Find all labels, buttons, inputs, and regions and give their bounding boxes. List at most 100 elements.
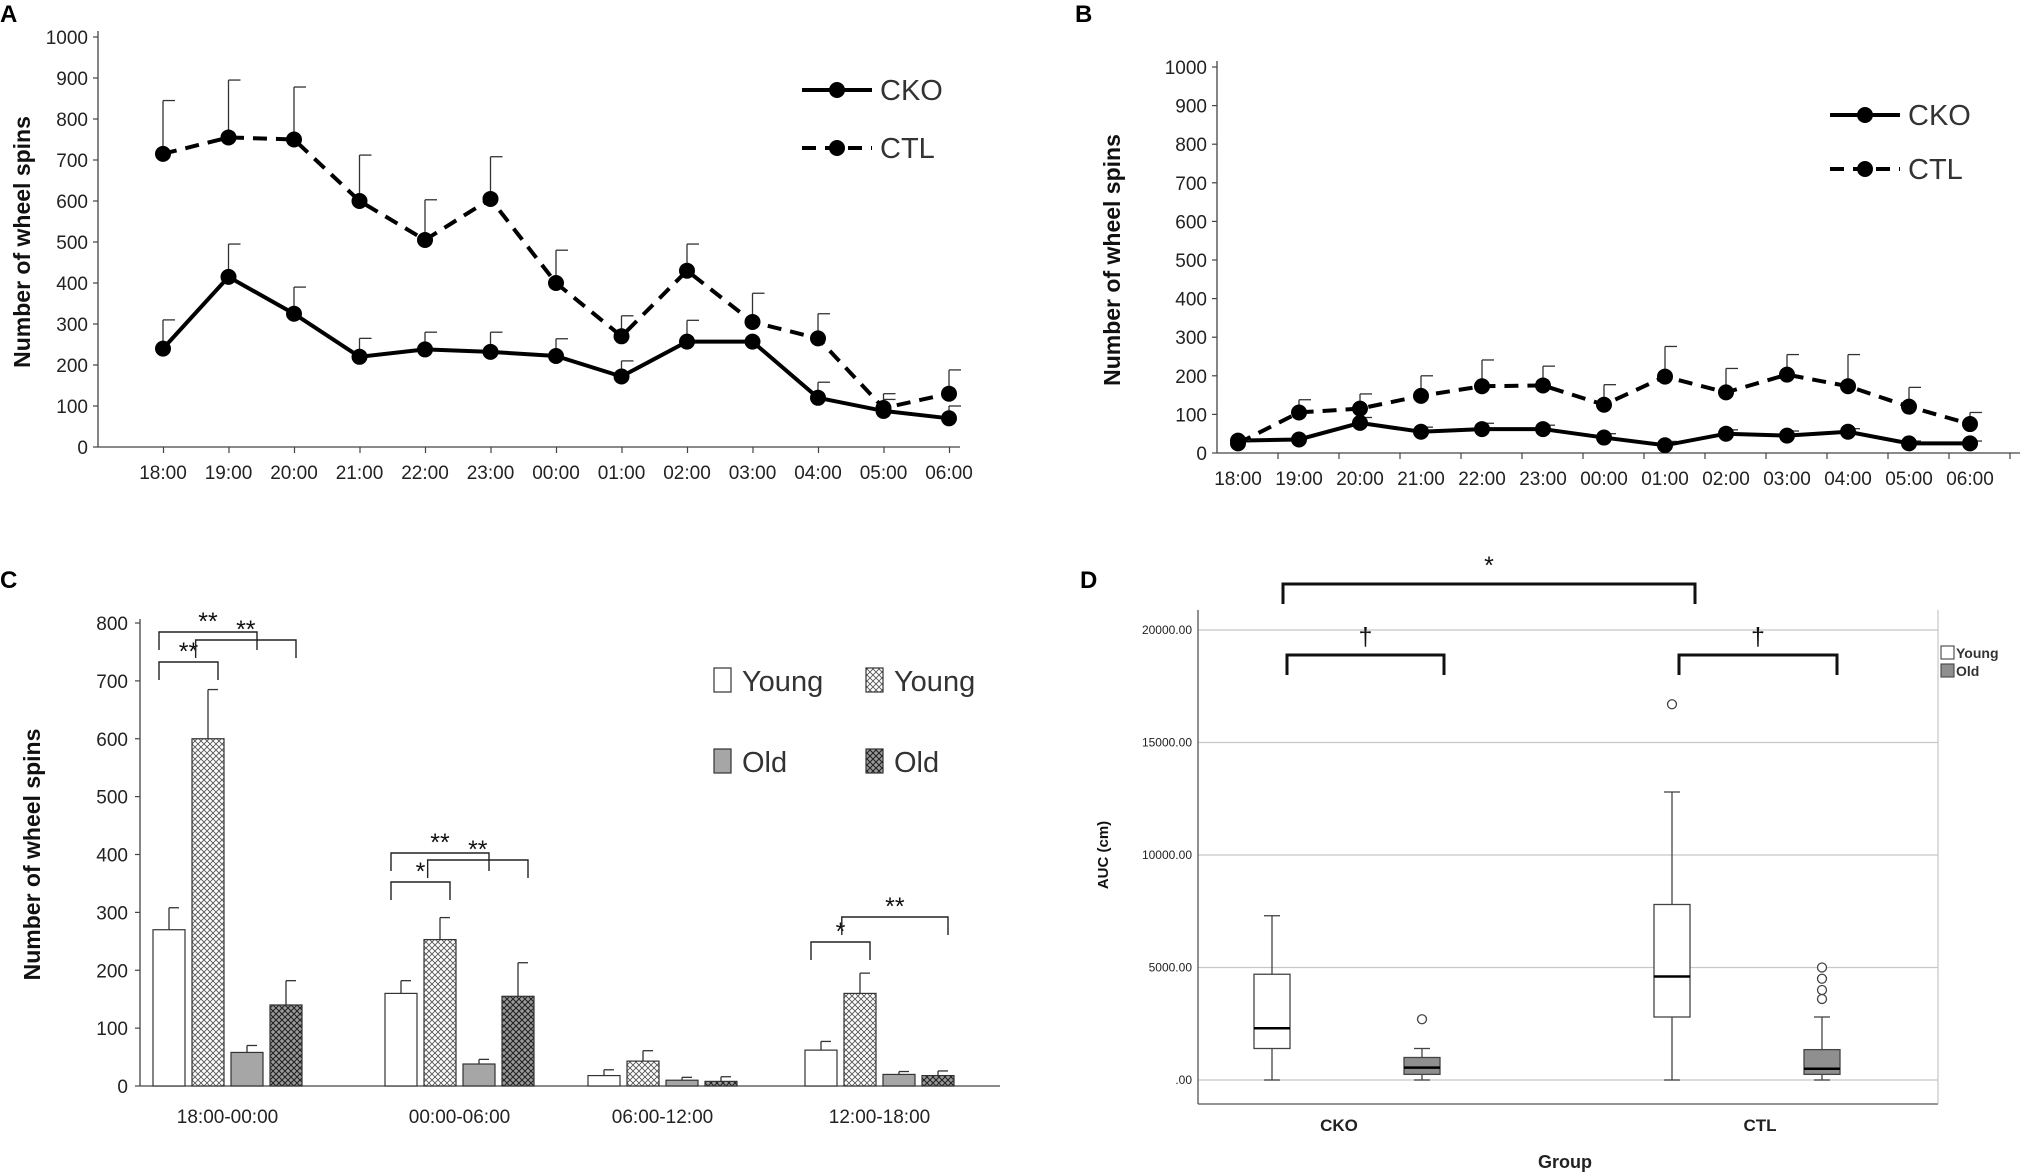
panel-a-y-tick-label: 500 [56, 233, 88, 254]
panel-a-series-cko-point [613, 368, 630, 385]
panel-a-x-tick-label: 05:00 [860, 463, 908, 484]
panel-letter-b: B [1075, 1, 1092, 28]
panel-d-legend-swatch-old [1940, 663, 1955, 678]
panel-c-significance-bracket [158, 631, 258, 650]
panel-b-legend-marker-cko [1857, 107, 1873, 123]
panel-b-x-tick-label: 23:00 [1519, 469, 1567, 490]
panel-a-x-tick-label: 20:00 [270, 463, 318, 484]
panel-a-legend-marker-cko [829, 82, 845, 98]
panel-a-series-ctl-point [417, 231, 433, 248]
panel-d-box-old [1403, 1056, 1441, 1076]
panel-c-bar-dark-crosshatch [921, 1074, 955, 1087]
panel-a-y-tick-label: 600 [56, 192, 88, 213]
panel-b-series-ctl-point [1840, 378, 1856, 395]
panel-a-series-ctl-point [875, 400, 892, 417]
panel-d-box-young [1253, 973, 1291, 1050]
panel-d-y-tick-label: 10000.00 [1142, 848, 1192, 862]
panel-a-x-tick-label: 19:00 [205, 463, 253, 484]
panel-a-x-tick-label: 06:00 [925, 463, 973, 484]
panel-a-series-cko-point [351, 348, 368, 365]
panel-b-line-chart: 0 100 200 300 400 500 600 700 800 900 1000 18:00 19:… [1099, 58, 2020, 490]
panel-b-y-tick-label: 1000 [1165, 58, 1207, 79]
panel-c-y-tick-label: 700 [96, 672, 128, 693]
panel-a-x-tick-label: 22:00 [401, 463, 449, 484]
panel-a-series-ctl-point [810, 330, 826, 347]
panel-a-x-tick-label: 03:00 [729, 463, 777, 484]
panel-d-x-tick-label: CTL [1743, 1116, 1776, 1135]
panel-b-series-cko-point [1474, 421, 1490, 438]
panel-a-series-cko-point [679, 333, 695, 350]
panel-c-x-tick-label: 00:00-06:00 [409, 1107, 510, 1128]
panel-b-series-ctl-point [1596, 396, 1612, 413]
panel-d-legend-swatch-young [1940, 645, 1955, 660]
panel-b-series-cko-point [1352, 414, 1368, 431]
panel-b-y-tick-label: 200 [1175, 367, 1207, 388]
panel-d-legend-label-young: Young [1956, 645, 1999, 661]
panel-b-x-tick-label: 05:00 [1885, 469, 1933, 490]
panel-b-series-cko-point [1901, 435, 1917, 452]
panel-b-y-tick-label: 600 [1175, 212, 1207, 233]
panel-b-y-tick-label: 900 [1175, 97, 1207, 118]
panel-b-x-tick-label: 03:00 [1763, 469, 1811, 490]
panel-b-series-cko-point [1962, 435, 1978, 452]
panel-c-bar-dark-crosshatch [269, 1004, 303, 1087]
panel-d-outlier [1816, 973, 1828, 984]
panel-c-bar-crosshatch [423, 938, 457, 1087]
panel-c-bar-dark-crosshatch [501, 995, 535, 1087]
panel-a-x-tick-label: 00:00 [532, 463, 580, 484]
panel-a-y-tick-label: 400 [56, 274, 88, 295]
panel-c-significance-bracket [390, 852, 490, 871]
panel-c-y-tick-label: 200 [96, 961, 128, 982]
panel-d-significance-label: † [1359, 623, 1373, 651]
panel-d-significance-bracket [1285, 653, 1446, 675]
panel-b-y-axis-label: Number of wheel spins [1099, 134, 1125, 386]
panel-b-series-ctl-point [1535, 377, 1551, 394]
panel-a-series-ctl-point [744, 313, 761, 330]
panel-b-series-ctl-point [1230, 435, 1246, 452]
panel-a-series-cko-point [155, 340, 171, 357]
panel-d-x-axis-label: Group [1538, 1152, 1592, 1172]
panel-d-box-plot: .00 5000.00 10000.00 15000.00 20000.00 AUC (c… [1095, 552, 1999, 1172]
panel-c-significance-label: ** [179, 638, 199, 666]
panel-c-bar-crosshatch [843, 992, 877, 1087]
panel-letter-c: C [0, 567, 17, 594]
panel-c-y-tick-label: 800 [96, 614, 128, 635]
panel-c-legend-label: Young [894, 666, 975, 698]
panel-a-x-tick-label: 23:00 [467, 463, 515, 484]
panel-b-x-tick-label: 21:00 [1397, 469, 1445, 490]
panel-c-significance-bracket [390, 881, 451, 900]
panel-c-bar-chart: 0 100 200 300 400 500 600 700 800 Number of wheel… [19, 608, 1000, 1128]
panel-b-legend-label-cko: CKO [1908, 100, 1971, 132]
panel-b-x-tick-label: 20:00 [1336, 469, 1384, 490]
panel-a-series-cko-point [941, 410, 957, 427]
panel-b-series-ctl-point [1657, 368, 1673, 385]
panel-b-x-tick-label: 01:00 [1641, 469, 1689, 490]
panel-a-y-tick-label: 0 [77, 438, 88, 459]
panel-c-bar-crosshatch [626, 1060, 660, 1087]
panel-a-legend-label-ctl: CTL [880, 133, 935, 165]
panel-a-x-tick-label: 18:00 [139, 463, 187, 484]
panel-a-series-ctl-point [220, 129, 237, 146]
panel-d-y-tick-label: 15000.00 [1142, 736, 1192, 750]
panel-b-legend-marker-ctl [1857, 161, 1873, 177]
panel-c-bar-gray [882, 1073, 916, 1087]
panel-c-significance-bracket [194, 639, 297, 658]
panel-a-series-ctl-point [613, 328, 630, 345]
panel-d-outlier [1816, 993, 1828, 1005]
panel-b-x-tick-label: 02:00 [1702, 469, 1750, 490]
panel-a-x-tick-label: 04:00 [794, 463, 842, 484]
panel-a-series-ctl-point [679, 262, 695, 279]
panel-c-significance-label: * [836, 918, 846, 946]
panel-c-x-tick-label: 18:00-00:00 [177, 1107, 278, 1128]
panel-b-legend-label-ctl: CTL [1908, 154, 1963, 186]
panel-a-y-tick-label: 800 [56, 110, 88, 131]
panel-d-legend-label-old: Old [1956, 663, 1979, 679]
panel-b-y-tick-label: 0 [1196, 444, 1207, 465]
panel-a-series-cko-point [417, 341, 433, 358]
panel-c-significance-label: ** [430, 829, 450, 857]
panel-b-y-tick-label: 800 [1175, 135, 1207, 156]
panel-c-y-tick-label: 500 [96, 788, 128, 809]
panel-a-y-tick-label: 100 [56, 397, 88, 418]
panel-d-significance-bracket [1677, 653, 1839, 675]
